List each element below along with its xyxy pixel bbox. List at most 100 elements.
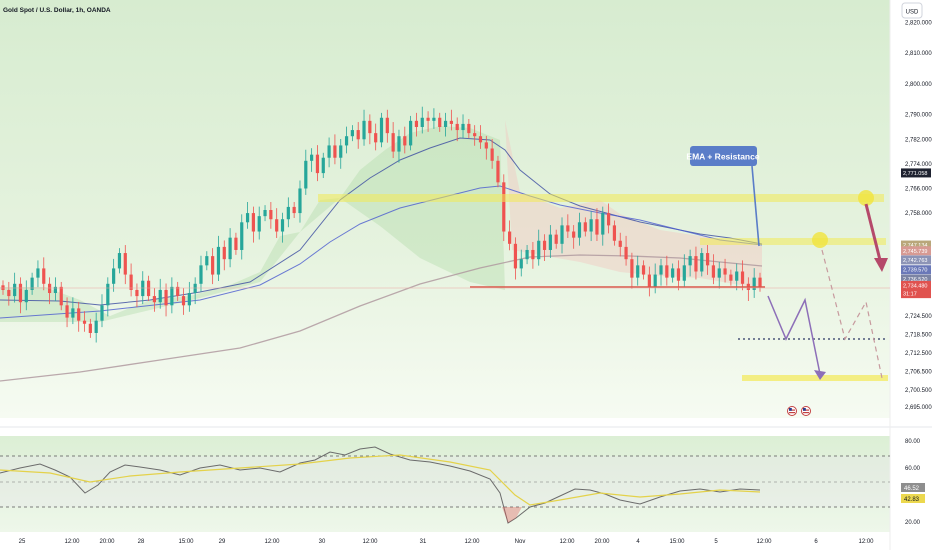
candle-body [135, 289, 139, 297]
candle-body [216, 246, 221, 275]
candle-body [717, 268, 721, 278]
price-tag [901, 246, 931, 256]
candle-body [554, 234, 558, 244]
price-tag-label: 2,771.058 [903, 171, 927, 177]
rsi-value-tag-primary [901, 483, 925, 492]
candle-body [705, 253, 710, 266]
price-tick-label: 2,790.000 [905, 113, 932, 119]
candle-body [164, 289, 168, 306]
time-tick-label: Nov [515, 539, 526, 545]
candle-body [601, 213, 605, 235]
candle-body [42, 268, 46, 284]
candle-body [333, 145, 337, 158]
candle-body [53, 286, 58, 294]
candle-body [560, 225, 564, 244]
candle-body [665, 265, 669, 278]
us-event-flag[interactable] [787, 406, 797, 416]
candle-body [228, 237, 232, 260]
candle-body [82, 320, 87, 324]
price-tag-label: 2,739.570 [903, 268, 927, 274]
candle-body [24, 289, 28, 303]
rsi-band [0, 456, 890, 507]
price-axis[interactable]: 2,695.000 2,700.500 2,706.500 2,712.500 2,71… [905, 20, 932, 410]
candles-layer [1, 106, 762, 343]
price-tick-label: 2,820.000 [905, 20, 932, 26]
candle-body [403, 136, 407, 146]
rsi-pane-background [0, 436, 890, 532]
candle-body [694, 256, 698, 272]
candle-body [123, 253, 127, 275]
price-tick-label: 2,706.500 [905, 369, 932, 375]
time-tick-label: 20:00 [594, 539, 610, 545]
candle-body [88, 323, 92, 333]
callout-pointer [751, 165, 760, 247]
price-tick-label: 2,724.500 [905, 314, 932, 320]
candle-body [467, 123, 471, 134]
price-tick-label: 2,810.000 [905, 51, 932, 57]
time-tick-label: 12:00 [756, 539, 772, 545]
candle-body [647, 274, 651, 287]
candle-body [572, 231, 576, 238]
candle-body [187, 293, 191, 306]
candle-body [525, 249, 529, 260]
candle-body [77, 308, 81, 321]
cloud-area-bullish [0, 126, 505, 322]
zone-marker-lower [812, 232, 828, 248]
candle-body [374, 133, 378, 143]
ema-mid-line [0, 185, 763, 319]
candle-body [455, 123, 459, 131]
time-tick-label: 12:00 [858, 539, 874, 545]
candle-body [519, 259, 523, 269]
price-tick-label: 2,718.500 [905, 333, 932, 339]
candle-body [106, 283, 110, 306]
candle-body [310, 154, 314, 161]
bearish-arrow-upper [864, 203, 882, 261]
us-event-flag[interactable] [801, 406, 811, 416]
candle-body [636, 265, 640, 278]
candle-body [304, 160, 308, 189]
ema-slow-line [0, 254, 763, 382]
candle-body [537, 240, 541, 260]
time-axis[interactable]: 25 12:00 20:00 28 15:00 29 12:00 30 12:00 31 12:00… [19, 539, 875, 545]
target-zone [742, 375, 888, 381]
currency-button-label: USD [906, 10, 919, 16]
resistance-zone-upper [318, 194, 884, 202]
candle-body [18, 283, 23, 303]
candle-body [397, 136, 401, 152]
candle-body [211, 256, 215, 275]
price-tag [901, 280, 931, 290]
candle-body [170, 286, 174, 306]
candle-body [735, 271, 739, 281]
price-tick-label: 2,774.000 [905, 162, 932, 168]
candle-body [478, 136, 483, 143]
candle-body [682, 265, 686, 281]
price-tick-label: 2,766.000 [905, 186, 932, 192]
price-tick-label: 2,782.000 [905, 137, 932, 143]
price-tag [901, 274, 931, 284]
projection-arrowhead-primary [814, 370, 826, 380]
rsi-oversold-fill [502, 507, 522, 523]
time-tick-label: 15:00 [178, 539, 194, 545]
candle-body [740, 271, 745, 284]
price-tag-label: 2,745.739 [903, 249, 927, 255]
candle-body [234, 237, 238, 250]
candle-body [141, 280, 145, 297]
candle-body [577, 222, 582, 238]
price-tick-label: 2,800.000 [905, 82, 932, 88]
price-tag-label: 31:17 [903, 292, 917, 298]
zone-marker-upper [858, 190, 874, 206]
candle-body [257, 216, 261, 232]
candle-body [723, 268, 727, 275]
candle-body [671, 268, 675, 278]
candle-body [548, 234, 552, 250]
candle-body [30, 277, 34, 290]
candle-body [59, 286, 63, 306]
time-tick-label: 29 [219, 539, 226, 545]
time-tick-label: 5 [714, 539, 718, 545]
currency-button[interactable]: USD [901, 2, 923, 19]
time-tick-label: 4 [636, 539, 640, 545]
callout-text: EMA + Resistance [686, 152, 759, 162]
candle-body [205, 256, 209, 266]
candle-body [146, 280, 151, 297]
